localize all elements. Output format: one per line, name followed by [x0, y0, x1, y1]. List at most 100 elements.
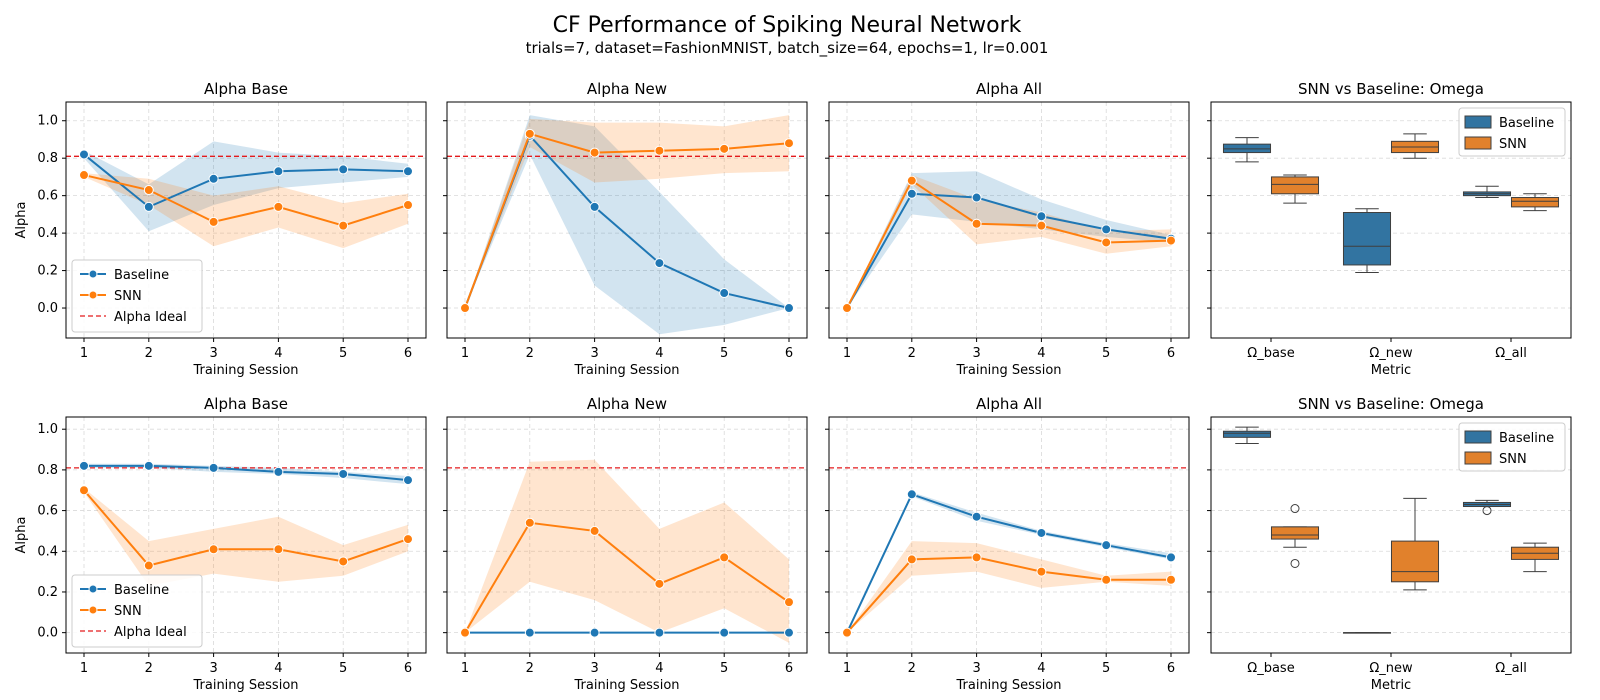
box-body — [1510, 197, 1560, 208]
x-tick-label: 4 — [1037, 661, 1045, 676]
box-baseline-1 — [1222, 137, 1272, 163]
box-snn-2 — [1390, 497, 1440, 591]
legend-swatch-marker — [88, 584, 98, 594]
x-tick-label: 6 — [785, 346, 793, 361]
legend-swatch-box — [1464, 451, 1492, 465]
data-point — [906, 188, 917, 199]
x-tick-label: 5 — [1102, 346, 1110, 361]
data-point — [1101, 540, 1112, 551]
data-point — [403, 166, 413, 177]
data-point — [654, 627, 665, 638]
series-line — [846, 493, 1172, 634]
x-tick-label: 5 — [1102, 661, 1110, 676]
box-baseline-2 — [1342, 208, 1392, 273]
x-tick-label: 1 — [80, 346, 88, 361]
data-point — [460, 303, 470, 314]
data-point — [784, 303, 794, 314]
x-tick-label: Ω_base — [1247, 346, 1294, 361]
data-point — [1101, 237, 1112, 248]
legend-label: Baseline — [114, 268, 169, 283]
y-tick-label: 0.6 — [37, 189, 58, 204]
box-snn-3 — [1510, 542, 1560, 573]
data-point — [79, 485, 89, 496]
data-point — [1036, 527, 1047, 538]
x-tick-label: 3 — [590, 661, 598, 676]
series-line — [84, 464, 409, 482]
x-tick-label: 4 — [274, 346, 282, 361]
y-tick-label: 0.8 — [37, 463, 58, 478]
data-point — [79, 460, 89, 471]
x-tick-label: 3 — [972, 346, 980, 361]
legend-label: Alpha Ideal — [114, 310, 187, 325]
x-tick-label: 2 — [526, 661, 534, 676]
y-tick-label: 0.2 — [37, 264, 58, 279]
series-line — [846, 192, 1172, 309]
y-tick-label: 1.0 — [37, 114, 58, 129]
legend-label: Baseline — [114, 583, 169, 598]
y-tick-label: 0.8 — [37, 151, 58, 166]
subplot-3: 1 2 3 4 5 6 Alpha All Training Session — [825, 80, 1190, 378]
data-point — [971, 552, 982, 563]
data-point — [338, 468, 349, 479]
legend-label: Baseline — [1499, 431, 1554, 446]
data-point — [719, 627, 730, 638]
confidence-band — [465, 115, 789, 309]
legend: Baseline SNN Alpha Ideal — [71, 259, 203, 333]
data-point — [208, 173, 219, 184]
data-point — [971, 218, 982, 229]
data-point — [719, 288, 730, 299]
data-point — [524, 627, 535, 638]
subplot-1: 0.0 0.2 0.4 0.6 0.8 1.0 1 2 3 4 5 6 Alpha Base Traini… — [14, 80, 427, 378]
data-point — [589, 147, 600, 158]
data-point — [1101, 574, 1112, 585]
confidence-band — [465, 115, 789, 335]
data-point — [273, 166, 284, 177]
box-baseline-3 — [1462, 499, 1512, 516]
x-tick-label: 1 — [461, 346, 469, 361]
legend: Baseline SNN — [1458, 422, 1566, 472]
box-body — [1222, 430, 1272, 438]
data-point — [589, 525, 600, 536]
data-point — [79, 170, 89, 181]
subplot-4: Ω_base Ω_new Ω_all SNN vs Baseline: Omega Me… — [1207, 80, 1572, 378]
x-tick-label: Ω_new — [1369, 661, 1413, 676]
data-point — [842, 627, 852, 638]
x-tick-label: 2 — [908, 661, 916, 676]
data-point — [906, 554, 917, 565]
x-tick-label: 6 — [404, 346, 412, 361]
data-point — [273, 544, 284, 555]
subplot-title: Alpha All — [976, 395, 1042, 413]
data-point — [654, 578, 665, 589]
x-axis-label: Metric — [1371, 678, 1411, 693]
data-point — [842, 303, 852, 314]
box-outlier — [1482, 506, 1492, 516]
x-tick-label: Ω_all — [1495, 661, 1527, 676]
x-tick-label: 3 — [590, 346, 598, 361]
axes-frame — [446, 101, 808, 339]
subplot-2: 1 2 3 4 5 6 Alpha New Training Session — [443, 80, 808, 378]
legend-swatch-box — [1464, 136, 1492, 150]
data-point — [971, 511, 982, 522]
series-line — [464, 132, 790, 309]
legend: Baseline SNN — [1458, 107, 1566, 157]
x-tick-label: Ω_all — [1495, 346, 1527, 361]
series-line — [83, 174, 409, 227]
data-point — [906, 489, 917, 500]
y-tick-label: 1.0 — [37, 422, 58, 437]
box-baseline-2 — [1342, 632, 1392, 634]
legend-label: SNN — [114, 289, 142, 304]
subplot-title: Alpha Base — [204, 395, 288, 413]
x-tick-label: Ω_base — [1247, 661, 1294, 676]
subplot-title: Alpha New — [587, 395, 667, 413]
box-outlier — [1290, 504, 1300, 514]
data-point — [784, 597, 794, 608]
data-point — [143, 185, 154, 196]
data-point — [143, 460, 154, 471]
legend-swatch-box — [1464, 115, 1492, 129]
box-body — [1342, 212, 1392, 266]
figure-title: CF Performance of Spiking Neural Network — [553, 13, 1022, 38]
x-tick-label: 6 — [785, 661, 793, 676]
series-line — [83, 153, 409, 209]
y-tick-label: 0.0 — [37, 626, 58, 641]
